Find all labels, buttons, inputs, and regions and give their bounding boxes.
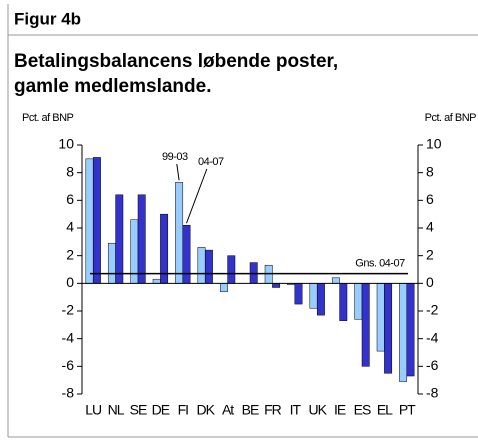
header: Figur 4b (14, 9, 81, 28)
bar (339, 283, 348, 321)
y2-tick-label: 4 (426, 219, 434, 235)
annotation-arrow (176, 163, 180, 181)
x-tick-label: FI (178, 402, 189, 418)
x-tick-label: At (222, 402, 234, 418)
bar (175, 182, 184, 284)
bar (331, 277, 340, 284)
x-tick-label: IT (290, 402, 302, 418)
y2-tick-label: 6 (426, 191, 434, 207)
average-label: Gns. 04-07 (355, 258, 405, 270)
series-annotation: 04-07 (198, 156, 224, 168)
y-tick-label: -8 (62, 385, 75, 401)
bar (399, 283, 408, 382)
bar (309, 283, 318, 309)
bar (406, 283, 415, 377)
bar (384, 283, 393, 374)
bar (182, 224, 191, 284)
x-tick-label: LU (85, 402, 102, 418)
y2-tick-label: 10 (426, 136, 442, 152)
x-tick-label: PT (399, 402, 416, 418)
x-tick-label: DE (152, 402, 170, 418)
bar (107, 242, 116, 284)
bar (354, 283, 363, 320)
bar (197, 247, 206, 284)
bar (376, 283, 385, 352)
y2-tick-label: -2 (426, 302, 439, 318)
y2-tick-label: 8 (426, 163, 434, 179)
bar (152, 278, 161, 284)
y-tick-label: 8 (66, 163, 74, 179)
x-tick-label: EL (377, 402, 393, 418)
bar (115, 194, 124, 284)
y-tick-label: 6 (66, 191, 74, 207)
y2-tick-label: 2 (426, 246, 434, 262)
bar (272, 283, 281, 288)
x-tick-label: IE (334, 402, 346, 418)
y2-tick-label: -4 (426, 329, 439, 345)
y-tick-label: -2 (62, 302, 75, 318)
title-line: Betalingsbalancens løbende poster, (14, 51, 338, 72)
x-tick-label: NL (108, 402, 125, 418)
y2-tick-label: -6 (426, 357, 439, 373)
x-tick-label: ES (354, 402, 371, 418)
bar (316, 283, 325, 316)
y-tick-label: 10 (58, 136, 74, 152)
bar (361, 283, 370, 367)
title-line: gamle medlemslande. (14, 76, 211, 97)
y-tick-label: 2 (66, 246, 74, 262)
x-tick-label: BE (242, 402, 259, 418)
annotation-arrow (186, 168, 208, 224)
y2-tick-label: -8 (426, 385, 439, 401)
y-tick-label: 0 (66, 274, 74, 290)
series-annotation: 99-03 (162, 151, 188, 163)
bar (137, 194, 146, 284)
bar (204, 249, 213, 284)
y-tick-label: 4 (66, 219, 74, 235)
bar (85, 158, 94, 284)
y-tick-label: -6 (62, 357, 75, 373)
y2-tick-label: 0 (426, 274, 434, 290)
y-tick-label: -4 (62, 329, 75, 345)
x-tick-label: SE (130, 402, 147, 418)
y-axis-label: Pct. af BNP (22, 112, 74, 124)
x-tick-label: UK (308, 402, 327, 418)
y2-axis-label: Pct. af BNP (425, 112, 477, 124)
x-tick-label: FR (264, 402, 282, 418)
bar (219, 283, 228, 292)
bar (227, 255, 236, 284)
bar (294, 283, 303, 305)
bar (92, 157, 101, 284)
x-tick-label: DK (196, 402, 215, 418)
